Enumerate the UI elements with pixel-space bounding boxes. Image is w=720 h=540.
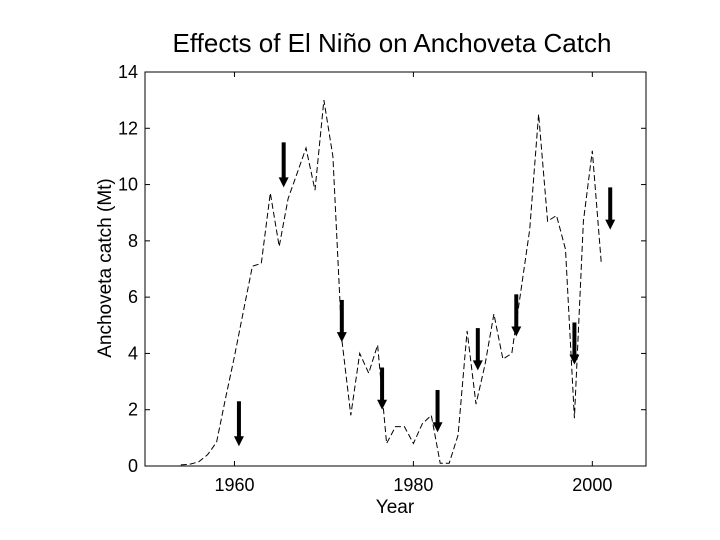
y-tick-label: 2 xyxy=(128,400,138,420)
x-tick-label: 2000 xyxy=(572,475,612,495)
el-nino-arrow xyxy=(377,367,388,410)
y-tick-label: 0 xyxy=(128,456,138,476)
series-line xyxy=(180,100,602,466)
y-tick-label: 4 xyxy=(128,343,138,363)
el-nino-arrow-head xyxy=(233,436,244,447)
el-nino-arrow-head xyxy=(336,332,347,343)
el-nino-arrow-head xyxy=(605,219,616,230)
el-nino-arrow xyxy=(432,390,443,433)
y-tick-label: 14 xyxy=(118,62,138,82)
x-tick-label: 1980 xyxy=(393,475,433,495)
el-nino-arrow-head xyxy=(472,360,483,371)
el-nino-arrow xyxy=(511,294,522,337)
el-nino-arrow xyxy=(233,401,244,447)
el-nino-arrow xyxy=(336,299,347,343)
y-axis-label: Anchoveta catch (Mt) xyxy=(95,178,116,358)
el-nino-arrow-head xyxy=(569,354,580,365)
x-tick-label: 1960 xyxy=(214,475,254,495)
el-nino-arrow xyxy=(605,187,616,230)
y-tick-label: 10 xyxy=(118,175,138,195)
el-nino-arrow-head xyxy=(278,177,289,188)
el-nino-arrow xyxy=(278,142,289,188)
el-nino-arrow xyxy=(472,328,483,371)
y-tick-label: 12 xyxy=(118,118,138,138)
el-nino-arrow-head xyxy=(377,399,388,410)
plot-area xyxy=(144,71,647,467)
x-axis-label: Year xyxy=(376,497,415,518)
el-nino-arrow xyxy=(569,322,580,365)
el-nino-arrow-head xyxy=(511,326,522,337)
y-tick-label: 8 xyxy=(128,231,138,251)
chart-title: Effects of El Niño on Anchoveta Catch xyxy=(173,28,612,58)
el-nino-arrow-head xyxy=(432,422,443,433)
y-tick-label: 6 xyxy=(128,287,138,307)
